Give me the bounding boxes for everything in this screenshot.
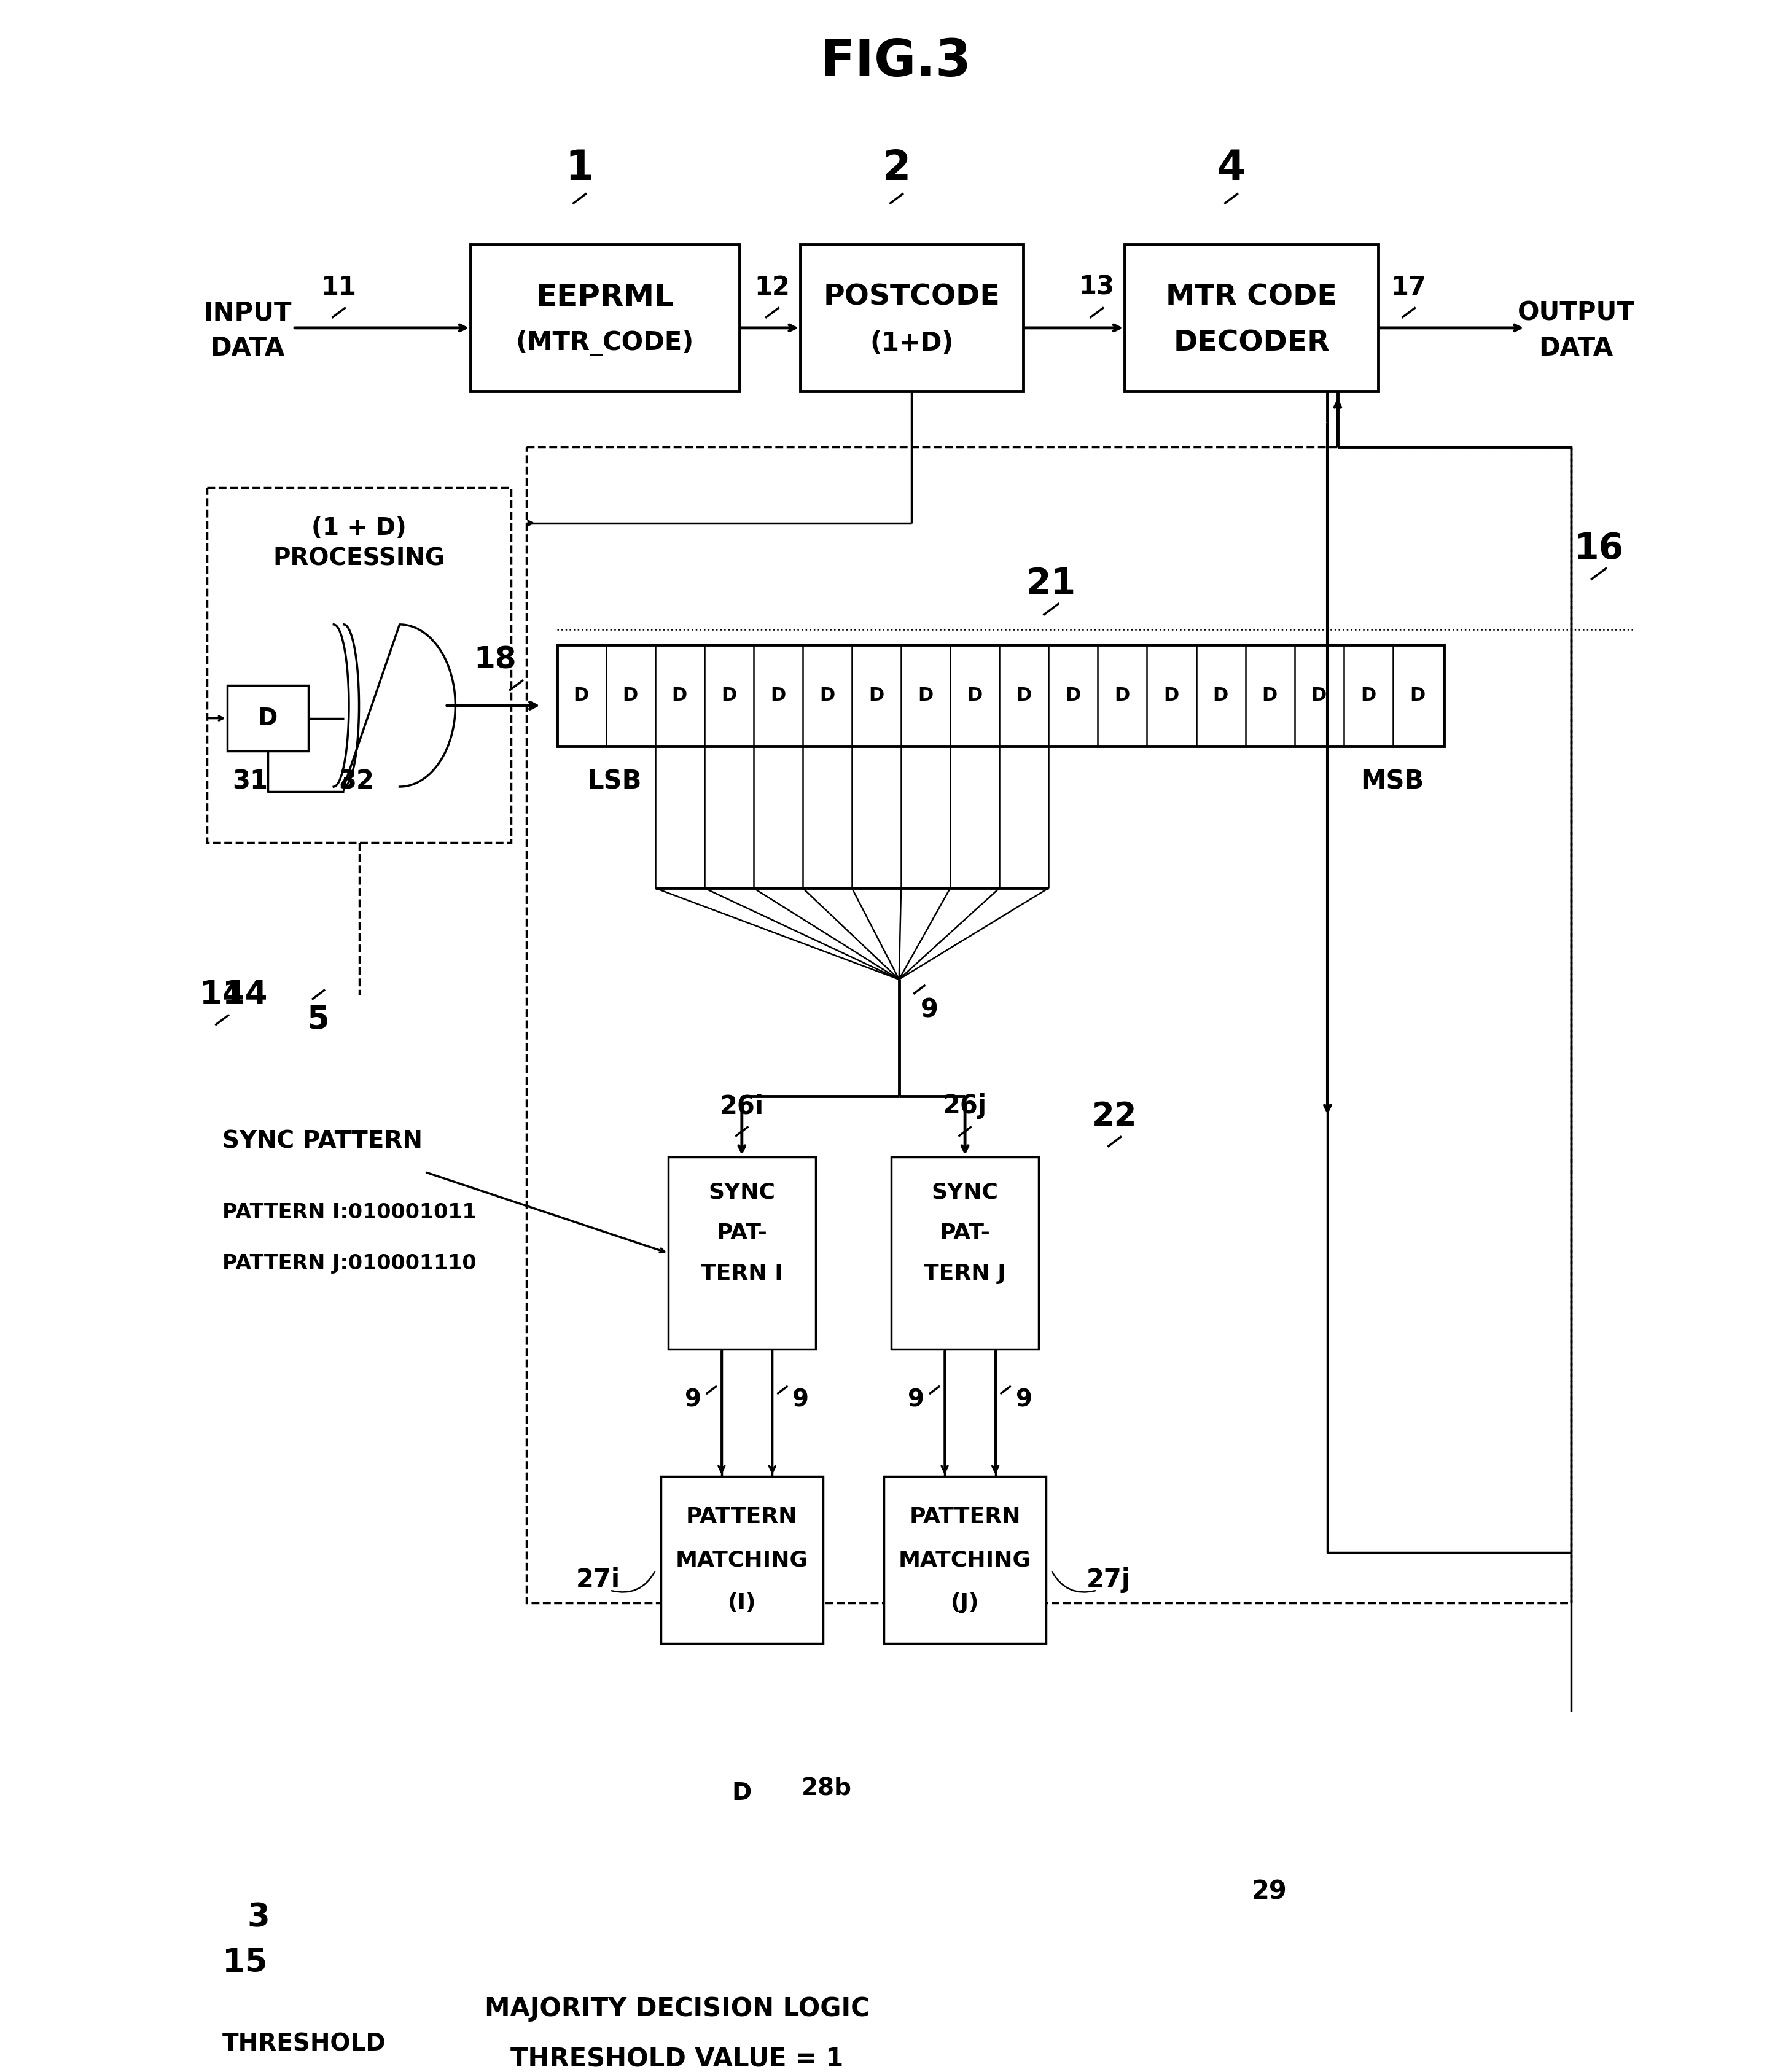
- Text: 12: 12: [754, 274, 790, 300]
- Text: D: D: [573, 686, 589, 704]
- Text: PATTERN: PATTERN: [910, 1506, 1021, 1527]
- Text: D: D: [1311, 686, 1327, 704]
- Text: D: D: [258, 707, 278, 729]
- Bar: [661, 1475, 824, 1643]
- Text: PAT-: PAT-: [716, 1222, 767, 1243]
- Text: D: D: [1015, 686, 1032, 704]
- Text: 26i: 26i: [720, 1094, 765, 1119]
- Text: 9: 9: [921, 997, 938, 1024]
- Text: 29: 29: [1252, 1879, 1288, 1904]
- Text: D: D: [722, 686, 736, 704]
- Text: 3: 3: [247, 1902, 270, 1933]
- Text: D: D: [917, 686, 933, 704]
- Text: MTR CODE: MTR CODE: [1166, 284, 1338, 311]
- Text: 4: 4: [1216, 147, 1245, 189]
- Text: PATTERN: PATTERN: [686, 1506, 797, 1527]
- Text: SYNC: SYNC: [931, 1181, 998, 1202]
- Text: THRESHOLD: THRESHOLD: [222, 2033, 385, 2055]
- Text: INPUT: INPUT: [204, 300, 292, 325]
- Text: 9: 9: [908, 1388, 924, 1411]
- Bar: [208, 487, 510, 843]
- Text: 22: 22: [1093, 1100, 1137, 1131]
- Text: D: D: [672, 686, 688, 704]
- Text: 14: 14: [222, 978, 267, 1011]
- Text: FIG.3: FIG.3: [820, 37, 971, 87]
- Text: TERN J: TERN J: [924, 1264, 1007, 1285]
- Text: 15: 15: [222, 1948, 267, 1979]
- Text: 13: 13: [1078, 274, 1114, 300]
- Text: (1 + D): (1 + D): [312, 516, 407, 541]
- Text: TERN I: TERN I: [700, 1264, 783, 1285]
- Text: 26j: 26j: [942, 1094, 987, 1119]
- Bar: [471, 244, 740, 392]
- Text: 17: 17: [1392, 274, 1426, 300]
- Text: PAT-: PAT-: [940, 1222, 990, 1243]
- Text: 9: 9: [793, 1388, 810, 1411]
- Text: (I): (I): [727, 1593, 756, 1614]
- Text: 18: 18: [473, 644, 516, 675]
- Text: (1+D): (1+D): [870, 329, 953, 356]
- Bar: [557, 644, 1444, 746]
- Text: D: D: [967, 686, 981, 704]
- Text: 5: 5: [308, 1005, 330, 1036]
- Text: SYNC: SYNC: [709, 1181, 776, 1202]
- Text: MSB: MSB: [1361, 769, 1424, 794]
- Text: D: D: [770, 686, 786, 704]
- Text: 27j: 27j: [1087, 1566, 1130, 1593]
- Text: PROCESSING: PROCESSING: [272, 547, 444, 570]
- Text: D: D: [1361, 686, 1375, 704]
- Text: 14: 14: [199, 978, 245, 1011]
- Text: OUTPUT: OUTPUT: [1517, 300, 1635, 325]
- Text: PATTERN I:010001011: PATTERN I:010001011: [222, 1202, 476, 1222]
- Bar: [801, 244, 1023, 392]
- Text: D: D: [1410, 686, 1426, 704]
- Text: 32: 32: [338, 769, 374, 794]
- Text: POSTCODE: POSTCODE: [824, 284, 999, 311]
- Text: D: D: [818, 686, 835, 704]
- Text: 2: 2: [883, 147, 910, 189]
- Bar: [892, 1156, 1039, 1349]
- Text: SYNC PATTERN: SYNC PATTERN: [222, 1129, 423, 1154]
- Text: D: D: [1164, 686, 1178, 704]
- Bar: [1125, 244, 1379, 392]
- Text: MATCHING: MATCHING: [675, 1550, 808, 1571]
- Text: D: D: [733, 1782, 752, 1805]
- Text: DATA: DATA: [210, 336, 285, 361]
- Bar: [227, 686, 308, 752]
- Text: (MTR_CODE): (MTR_CODE): [516, 329, 695, 356]
- Text: D: D: [1066, 686, 1080, 704]
- Text: 9: 9: [684, 1388, 702, 1411]
- Text: 1: 1: [566, 147, 595, 189]
- Text: D: D: [1263, 686, 1277, 704]
- Text: 9: 9: [1015, 1388, 1032, 1411]
- Text: 16: 16: [1574, 530, 1624, 566]
- Text: (J): (J): [951, 1593, 980, 1614]
- Text: D: D: [869, 686, 885, 704]
- Text: DATA: DATA: [1538, 336, 1614, 361]
- Bar: [668, 1156, 815, 1349]
- Bar: [527, 448, 1571, 1604]
- Text: MATCHING: MATCHING: [899, 1550, 1032, 1571]
- Bar: [883, 1475, 1046, 1643]
- Text: MAJORITY DECISION LOGIC: MAJORITY DECISION LOGIC: [485, 1995, 869, 2022]
- Text: D: D: [1213, 686, 1229, 704]
- Text: 21: 21: [1026, 566, 1076, 601]
- Text: D: D: [1114, 686, 1130, 704]
- Text: PATTERN J:010001110: PATTERN J:010001110: [222, 1254, 476, 1274]
- Bar: [702, 1759, 781, 1825]
- Text: DECODER: DECODER: [1173, 329, 1329, 356]
- Text: LSB: LSB: [587, 769, 641, 794]
- Bar: [258, 1968, 1096, 2072]
- Text: 27i: 27i: [577, 1566, 620, 1593]
- Text: THRESHOLD VALUE = 1: THRESHOLD VALUE = 1: [510, 2047, 844, 2072]
- Text: EEPRML: EEPRML: [536, 282, 673, 313]
- Text: D: D: [623, 686, 638, 704]
- Text: 28b: 28b: [802, 1776, 853, 1801]
- Text: 11: 11: [321, 274, 356, 300]
- Text: 31: 31: [233, 769, 269, 794]
